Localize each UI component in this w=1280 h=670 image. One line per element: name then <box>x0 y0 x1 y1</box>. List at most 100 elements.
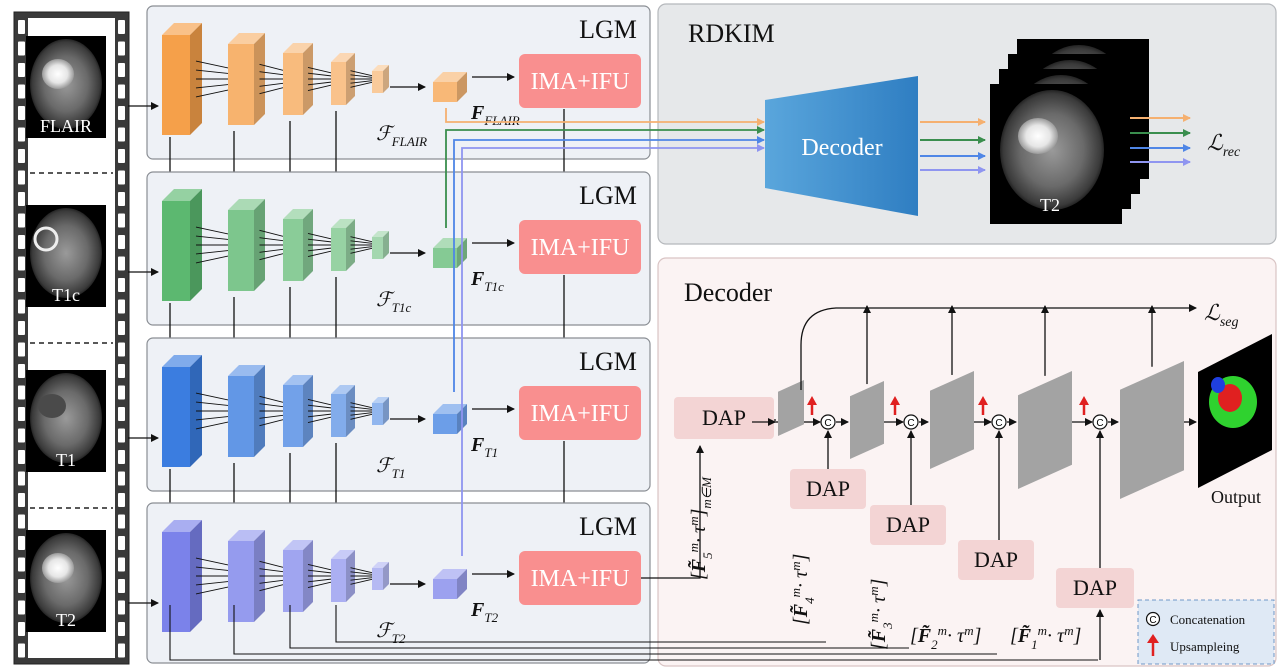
bold-f-label: FT1c <box>470 268 504 294</box>
concat-legend-label: Concatenation <box>1170 612 1246 627</box>
encoder-block-2 <box>228 33 284 125</box>
encoder-block-1 <box>162 23 229 135</box>
concat-node-2: C <box>903 414 919 430</box>
concat-node-1: C <box>820 414 836 430</box>
segmentation-output-image <box>1198 334 1272 488</box>
dap-input-label-1: [F̃1m· τm] <box>1010 623 1081 652</box>
rdkim-panel: RDKIM Decoder T2 ℒrec <box>657 3 1277 245</box>
script-f-label: ℱT1 <box>376 455 405 481</box>
lgm-label: LGM <box>579 181 637 210</box>
output-label: Output <box>1211 487 1261 507</box>
t2-output-stack <box>990 39 1149 224</box>
upsample-arrow <box>1079 396 1089 415</box>
svg-text:IMA+IFU: IMA+IFU <box>531 566 630 592</box>
encoder-block-2 <box>228 365 284 457</box>
encoder-block-1 <box>162 355 229 467</box>
legend: C Concatenation Upsampleing <box>1137 599 1275 665</box>
decoder-feature-map-5 <box>1120 361 1184 499</box>
svg-text:C: C <box>995 418 1002 429</box>
seg-decoder-panel: Decoder DAP DAP DAP DAP DAP C C C C [F̃5m· τm]m∈M… <box>169 257 1277 667</box>
encoder-block-4 <box>331 550 373 602</box>
dap-input-label-4: [F̃4m· τm] <box>788 554 817 625</box>
film-strip: FLAIR T1c T1 T2 <box>13 11 130 665</box>
feature-cube-flair <box>433 72 467 102</box>
ima-ifu-block: IMA+IFU <box>519 551 641 605</box>
svg-text:IMA+IFU: IMA+IFU <box>531 235 630 261</box>
ima-ifu-block: IMA+IFU <box>519 386 641 440</box>
feature-cube-t2 <box>433 569 467 599</box>
decoder-trapezoid <box>765 76 918 216</box>
mri-t1c-image: T1c <box>26 205 106 307</box>
svg-text:IMA+IFU: IMA+IFU <box>531 69 630 95</box>
lgm-label: LGM <box>579 512 637 541</box>
encoder-block-4 <box>331 219 373 271</box>
encoder-block-3 <box>283 375 332 447</box>
lgm-row-flair: LGM IMA+IFU ℱFLAIR FFLAIR <box>146 5 651 224</box>
encoder-block-1 <box>162 189 229 301</box>
encoder-block-4 <box>331 53 373 105</box>
encoder-block-2 <box>228 199 284 291</box>
dap-input-label-5: [F̃5m· τm]m∈M <box>686 476 715 580</box>
ima-ifu-block: IMA+IFU <box>519 54 641 108</box>
rdkim-title: RDKIM <box>688 19 775 48</box>
svg-text:DAP: DAP <box>1073 575 1117 600</box>
seg-loss: ℒseg <box>1204 300 1239 330</box>
modality-label-flair: FLAIR <box>40 116 92 136</box>
dap-block-1: DAP <box>674 397 774 439</box>
concat-node-4: C <box>1092 414 1108 430</box>
svg-text:C: C <box>907 418 914 429</box>
svg-text:DAP: DAP <box>974 547 1018 572</box>
upsample-arrow <box>807 396 817 415</box>
seg-decoder-title: Decoder <box>684 278 772 307</box>
svg-text:C: C <box>1096 418 1103 429</box>
decoder-feature-map-4 <box>1018 371 1072 489</box>
upsample-legend-label: Upsampleing <box>1170 639 1240 654</box>
svg-text:C: C <box>824 418 831 429</box>
concat-node-3: C <box>991 414 1007 430</box>
encoder-block-3 <box>283 43 332 115</box>
modality-label-t1: T1 <box>56 450 76 470</box>
lgm-panels: LGM IMA+IFU ℱFLAIR FFLAIR LGM IMA+IFU ℱT1c FT1c… <box>128 5 651 664</box>
upsample-arrow <box>890 396 900 415</box>
t2-output-label: T2 <box>1040 195 1060 215</box>
concat-legend-icon <box>1145 611 1161 627</box>
encoder-block-3 <box>283 540 332 612</box>
script-f-label: ℱFLAIR <box>376 123 427 149</box>
decoder-label: Decoder <box>801 135 882 161</box>
mri-t2-image: T2 <box>26 530 106 632</box>
dap-block-4: DAP <box>958 540 1034 580</box>
encoder-block-5 <box>372 231 389 259</box>
dap-block-3: DAP <box>870 505 946 545</box>
dap-input-label-2: [F̃2m· τm] <box>910 623 981 652</box>
encoder-block-1 <box>162 520 229 632</box>
encoder-block-4 <box>331 385 373 437</box>
bold-f-label: FFLAIR <box>470 102 520 128</box>
script-f-label: ℱT1c <box>376 289 411 315</box>
decoder-feature-map-2 <box>850 381 884 459</box>
bold-f-label: FT2 <box>470 599 499 625</box>
dap-block-2: DAP <box>790 469 866 509</box>
encoder-block-2 <box>228 530 284 622</box>
mri-flair-image: FLAIR <box>26 36 106 138</box>
svg-text:IMA+IFU: IMA+IFU <box>531 401 630 427</box>
svg-text:DAP: DAP <box>702 405 746 430</box>
encoder-block-5 <box>372 562 389 590</box>
modality-label-t1c: T1c <box>52 285 80 305</box>
upsample-legend-icon <box>1147 634 1159 656</box>
ima-ifu-block: IMA+IFU <box>519 220 641 274</box>
dap-block-5: DAP <box>1056 568 1134 608</box>
lgm-label: LGM <box>579 15 637 44</box>
svg-text:ℒseg: ℒseg <box>1204 300 1239 330</box>
rec-loss: ℒrec <box>1207 130 1241 160</box>
decoder-feature-map-3 <box>930 371 974 469</box>
dap-input-label-3: [F̃3m· τm] <box>866 579 895 650</box>
encoder-block-3 <box>283 209 332 281</box>
svg-text:DAP: DAP <box>886 512 930 537</box>
svg-text:DAP: DAP <box>806 476 850 501</box>
upsample-arrow <box>978 396 988 415</box>
mri-t1-image: T1 <box>26 370 106 472</box>
encoder-block-5 <box>372 65 389 93</box>
modality-label-t2: T2 <box>56 610 76 630</box>
